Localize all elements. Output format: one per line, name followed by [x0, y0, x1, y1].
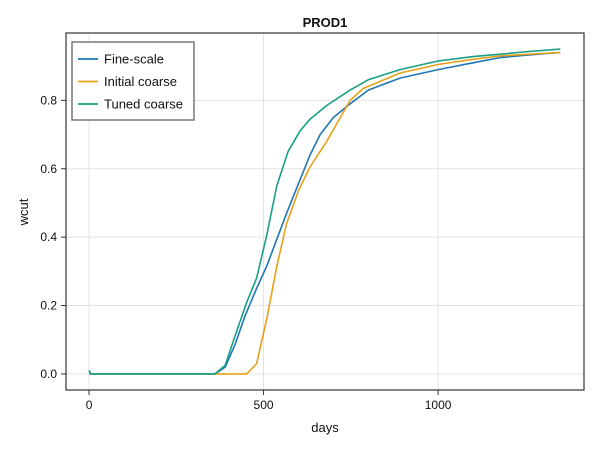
y-tick-label: 0.0 [40, 367, 57, 381]
y-tick-label: 0.6 [40, 162, 57, 176]
chart-title: PROD1 [303, 15, 348, 30]
y-tick-label: 0.4 [40, 230, 57, 244]
plot-frame [65, 32, 585, 391]
y-axis-label: wcut [16, 198, 31, 226]
series-lines [88, 48, 561, 375]
y-tick-label: 0.8 [40, 93, 57, 107]
legend: Fine-scale Initial coarse Tuned coarse [71, 41, 195, 121]
x-tick-label: 500 [254, 398, 274, 412]
x-axis-label: days [311, 420, 339, 435]
x-tick-label: 1000 [425, 398, 452, 412]
ticks: 0 500 1000 0.0 0.2 0.4 0.6 0.8 [40, 93, 451, 412]
y-tick-label: 0.2 [40, 299, 57, 313]
legend-label: Initial coarse [104, 74, 177, 89]
legend-label: Tuned coarse [104, 97, 183, 112]
legend-label: Fine-scale [104, 52, 164, 67]
x-tick-label: 0 [86, 398, 93, 412]
series-line-tuned-coarse [88, 48, 561, 375]
